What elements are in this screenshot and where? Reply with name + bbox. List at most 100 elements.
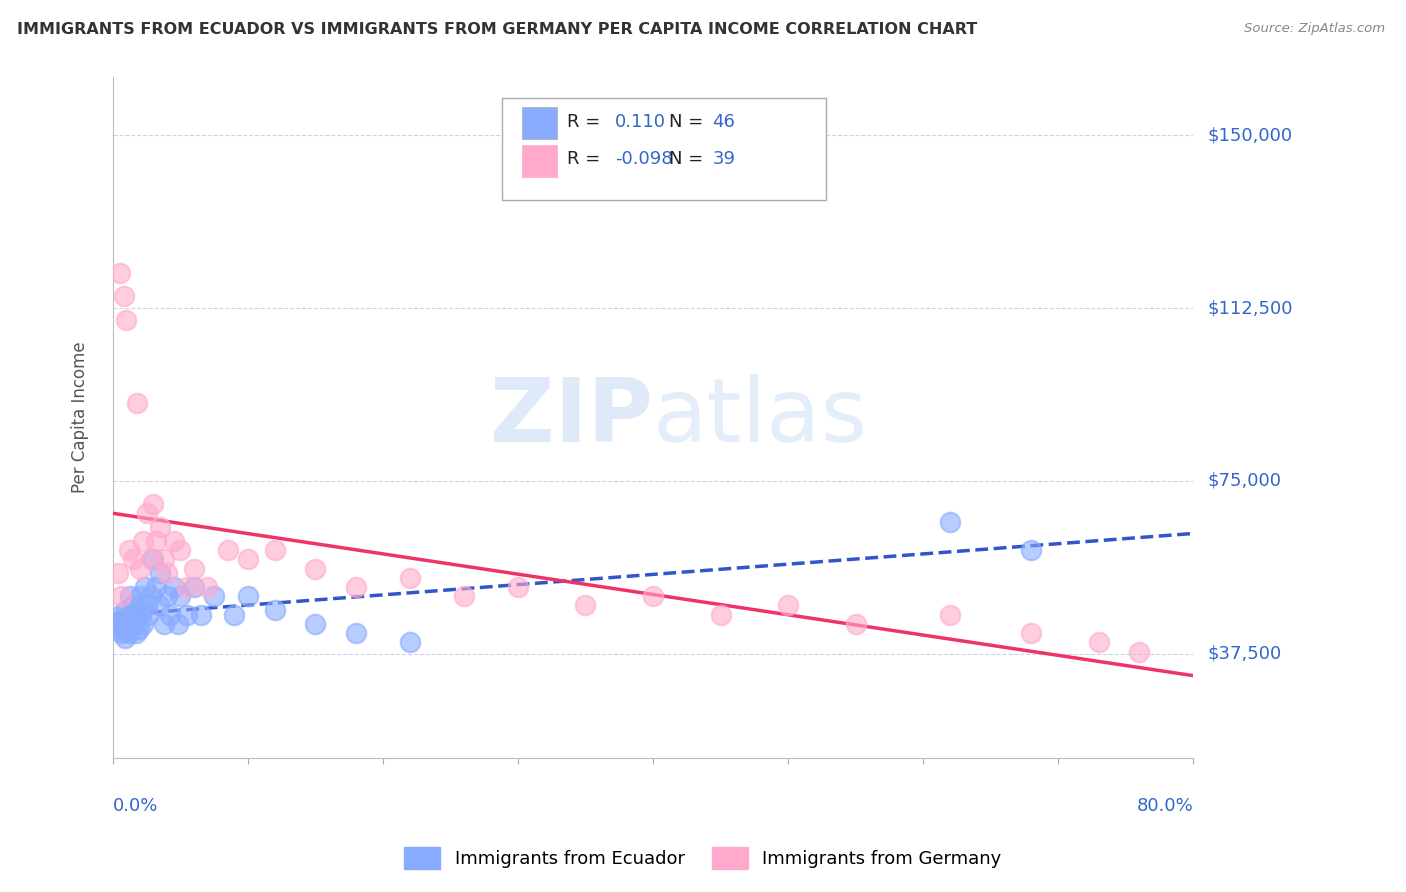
Point bbox=[129, 607, 152, 622]
Text: N =: N = bbox=[669, 150, 709, 168]
Text: -0.098: -0.098 bbox=[616, 150, 673, 168]
Point bbox=[115, 312, 138, 326]
Point bbox=[136, 607, 159, 622]
Point bbox=[110, 626, 132, 640]
Point bbox=[169, 589, 191, 603]
Point bbox=[709, 607, 731, 622]
Point bbox=[506, 580, 529, 594]
Point bbox=[110, 589, 132, 603]
Point bbox=[107, 622, 129, 636]
Point bbox=[112, 622, 135, 636]
Point bbox=[195, 580, 218, 594]
Text: 0.0%: 0.0% bbox=[112, 797, 159, 814]
Point bbox=[939, 516, 962, 530]
Point bbox=[142, 497, 165, 511]
Point bbox=[939, 607, 962, 622]
Point bbox=[176, 580, 198, 594]
Point bbox=[135, 506, 157, 520]
Point bbox=[108, 607, 131, 622]
Text: 80.0%: 80.0% bbox=[1136, 797, 1194, 814]
Point bbox=[112, 289, 135, 303]
Point bbox=[217, 543, 239, 558]
Point bbox=[202, 589, 225, 603]
Point bbox=[125, 626, 148, 640]
Point bbox=[641, 589, 664, 603]
Point bbox=[124, 616, 146, 631]
Text: $112,500: $112,500 bbox=[1208, 299, 1292, 317]
Text: 0.110: 0.110 bbox=[616, 112, 666, 130]
Text: $75,000: $75,000 bbox=[1208, 472, 1281, 490]
Point bbox=[264, 543, 287, 558]
FancyBboxPatch shape bbox=[502, 98, 825, 200]
Point bbox=[344, 580, 367, 594]
Point bbox=[304, 561, 326, 575]
Text: R =: R = bbox=[567, 150, 606, 168]
Text: $150,000: $150,000 bbox=[1208, 126, 1292, 145]
Point bbox=[122, 552, 145, 566]
Point bbox=[134, 580, 156, 594]
FancyBboxPatch shape bbox=[522, 145, 557, 177]
Point bbox=[108, 267, 131, 281]
Point bbox=[145, 533, 167, 548]
Text: R =: R = bbox=[567, 112, 606, 130]
Point bbox=[105, 616, 128, 631]
Text: Source: ZipAtlas.com: Source: ZipAtlas.com bbox=[1244, 22, 1385, 36]
Point bbox=[183, 580, 205, 594]
Point bbox=[166, 616, 188, 631]
Point bbox=[162, 580, 184, 594]
Point bbox=[162, 533, 184, 548]
FancyBboxPatch shape bbox=[522, 107, 557, 139]
Point bbox=[120, 589, 142, 603]
Point bbox=[148, 599, 170, 613]
Point bbox=[224, 607, 246, 622]
Text: 39: 39 bbox=[713, 150, 735, 168]
Point bbox=[115, 603, 138, 617]
Point bbox=[128, 561, 150, 575]
Point bbox=[574, 599, 596, 613]
Point bbox=[344, 626, 367, 640]
Point bbox=[114, 631, 136, 645]
Text: N =: N = bbox=[669, 112, 709, 130]
Text: atlas: atlas bbox=[652, 374, 868, 461]
Text: ZIP: ZIP bbox=[491, 374, 652, 461]
Point bbox=[139, 552, 162, 566]
Point bbox=[128, 589, 150, 603]
Point bbox=[236, 552, 259, 566]
Point bbox=[142, 552, 165, 566]
Point bbox=[399, 635, 422, 649]
Point bbox=[190, 607, 212, 622]
Legend: Immigrants from Ecuador, Immigrants from Germany: Immigrants from Ecuador, Immigrants from… bbox=[395, 838, 1011, 879]
Point bbox=[139, 589, 162, 603]
Text: $37,500: $37,500 bbox=[1208, 645, 1281, 663]
Point bbox=[1019, 543, 1042, 558]
Point bbox=[845, 616, 868, 631]
Point bbox=[107, 566, 129, 581]
Point bbox=[149, 566, 172, 581]
Point bbox=[236, 589, 259, 603]
Point bbox=[149, 520, 172, 534]
Point bbox=[176, 607, 198, 622]
Point bbox=[121, 607, 143, 622]
Point bbox=[304, 616, 326, 631]
Point bbox=[169, 543, 191, 558]
Text: 46: 46 bbox=[713, 112, 735, 130]
Point bbox=[156, 589, 179, 603]
Point bbox=[1128, 644, 1150, 658]
Point bbox=[128, 622, 150, 636]
Point bbox=[778, 599, 800, 613]
Point bbox=[111, 612, 134, 626]
Point bbox=[127, 395, 149, 409]
Point bbox=[156, 566, 179, 581]
Point bbox=[1019, 626, 1042, 640]
Point bbox=[117, 616, 139, 631]
Point bbox=[131, 616, 153, 631]
Point bbox=[183, 561, 205, 575]
Point bbox=[145, 580, 167, 594]
Point bbox=[118, 543, 141, 558]
Y-axis label: Per Capita Income: Per Capita Income bbox=[72, 342, 89, 493]
Point bbox=[118, 626, 141, 640]
Point bbox=[135, 599, 157, 613]
Point bbox=[399, 571, 422, 585]
Point bbox=[264, 603, 287, 617]
Text: IMMIGRANTS FROM ECUADOR VS IMMIGRANTS FROM GERMANY PER CAPITA INCOME CORRELATION: IMMIGRANTS FROM ECUADOR VS IMMIGRANTS FR… bbox=[17, 22, 977, 37]
